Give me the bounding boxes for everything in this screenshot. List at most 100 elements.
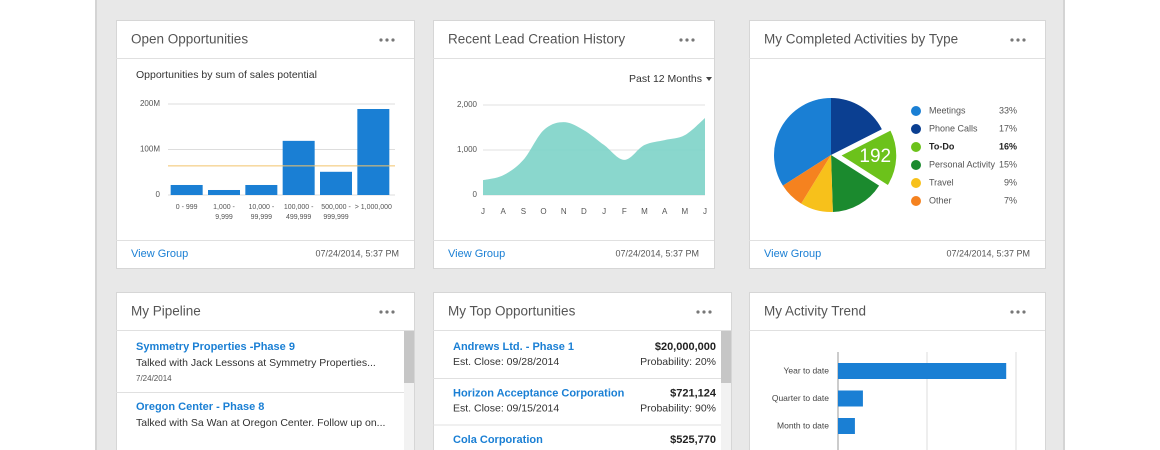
menu-dot[interactable] xyxy=(1010,310,1014,314)
est-close: Est. Close: 09/28/2014 xyxy=(453,356,559,368)
view-group-link[interactable]: View Group xyxy=(764,248,821,260)
bar xyxy=(282,140,315,195)
menu-dot[interactable] xyxy=(691,38,695,42)
legend-value: 33% xyxy=(999,105,1017,115)
legend-swatch xyxy=(911,106,921,116)
y-tick-label: 100M xyxy=(140,145,160,154)
opportunity-amount: $721,124 xyxy=(670,387,717,399)
y-tick-label: 200M xyxy=(140,99,160,108)
x-tick-label: A xyxy=(501,207,507,216)
scrollbar-track xyxy=(721,331,731,450)
chart-subtitle: Opportunities by sum of sales potential xyxy=(136,69,317,81)
menu-dot[interactable] xyxy=(696,310,700,314)
legend-swatch xyxy=(911,142,921,152)
x-tick-label: J xyxy=(602,207,606,216)
legend-label: Other xyxy=(929,195,952,205)
card-title: My Activity Trend xyxy=(764,304,866,319)
menu-dot[interactable] xyxy=(385,310,389,314)
view-group-link[interactable]: View Group xyxy=(448,248,505,260)
x-tick-label: N xyxy=(561,207,567,216)
legend-swatch xyxy=(911,124,921,134)
menu-dot[interactable] xyxy=(391,310,395,314)
probability: Probability: 90% xyxy=(640,402,716,414)
x-tick-label: 10,000 - 99,999 xyxy=(248,204,275,221)
dropdown-caret xyxy=(706,77,712,81)
x-tick-label: 0 - 999 xyxy=(175,204,198,211)
x-tick-label: 1,000 - 9,999 xyxy=(213,204,235,221)
menu-dot[interactable] xyxy=(1016,38,1020,42)
legend-label: To-Do xyxy=(929,141,955,151)
item-description: Talked with Sa Wan at Oregon Center. Fol… xyxy=(136,417,385,429)
legend-value: 17% xyxy=(999,123,1017,133)
menu-dot[interactable] xyxy=(379,38,383,42)
y-tick-label: Month to date xyxy=(777,420,829,430)
x-tick-label: J xyxy=(703,207,707,216)
menu-dot[interactable] xyxy=(702,310,706,314)
menu-dot[interactable] xyxy=(391,38,395,42)
legend-swatch xyxy=(911,196,921,206)
item-title[interactable]: Symmetry Properties -Phase 9 xyxy=(136,341,295,353)
menu-dot[interactable] xyxy=(379,310,383,314)
probability: Probability: 20% xyxy=(640,356,716,368)
pie-slice xyxy=(831,155,880,212)
pie-slice xyxy=(838,128,898,188)
legend-value: 15% xyxy=(999,159,1017,169)
legend-value: 9% xyxy=(1004,177,1017,187)
menu-dot[interactable] xyxy=(679,38,683,42)
y-tick-label: Year to date xyxy=(783,365,829,375)
bar xyxy=(357,109,390,195)
x-tick-label: F xyxy=(622,207,627,216)
y-tick-label: 0 xyxy=(473,190,478,199)
x-tick-label: M xyxy=(681,207,688,216)
menu-dot[interactable] xyxy=(1010,38,1014,42)
x-tick-label: > 1,000,000 xyxy=(354,204,392,211)
card xyxy=(116,292,415,450)
timestamp: 07/24/2014, 5:37 PM xyxy=(615,248,699,258)
bar xyxy=(208,189,240,195)
view-group-link[interactable]: View Group xyxy=(131,248,188,260)
x-tick-label: M xyxy=(641,207,648,216)
menu-dot[interactable] xyxy=(1022,310,1026,314)
panel-shadow-right xyxy=(1063,0,1065,450)
bar xyxy=(245,184,278,195)
menu-dot[interactable] xyxy=(685,38,689,42)
legend-label: Phone Calls xyxy=(929,123,978,133)
period-dropdown[interactable]: Past 12 Months xyxy=(629,73,702,85)
legend-label: Personal Activity xyxy=(929,159,996,169)
legend-swatch xyxy=(911,178,921,188)
item-title[interactable]: Oregon Center - Phase 8 xyxy=(136,401,264,413)
x-tick-label: 100,000 - 499,999 xyxy=(283,204,314,221)
scrollbar-track xyxy=(404,331,414,450)
opportunity-name[interactable]: Andrews Ltd. - Phase 1 xyxy=(453,341,574,353)
card-title: Open Opportunities xyxy=(131,32,248,47)
pie-slice xyxy=(782,155,831,204)
scrollbar-thumb[interactable] xyxy=(404,331,414,383)
bar xyxy=(838,390,863,407)
x-tick-label: A xyxy=(662,207,668,216)
slice-count: 192 xyxy=(859,146,891,167)
bar xyxy=(170,184,203,195)
x-tick-label: D xyxy=(581,207,587,216)
menu-dot[interactable] xyxy=(1016,310,1020,314)
menu-dot[interactable] xyxy=(708,310,712,314)
x-tick-label: S xyxy=(521,207,526,216)
y-tick-label: 1,000 xyxy=(457,145,478,154)
pie-slice xyxy=(774,98,831,186)
y-tick-label: Quarter to date xyxy=(772,393,829,403)
timestamp: 07/24/2014, 5:37 PM xyxy=(946,248,1030,258)
x-tick-label: O xyxy=(540,207,546,216)
panel-shadow-left xyxy=(95,0,97,450)
pie-slice xyxy=(831,98,882,155)
card-title: Recent Lead Creation History xyxy=(448,32,625,47)
card xyxy=(433,292,732,450)
menu-dot[interactable] xyxy=(385,38,389,42)
menu-dot[interactable] xyxy=(1022,38,1026,42)
opportunity-name[interactable]: Horizon Acceptance Corporation xyxy=(453,387,625,399)
est-close: Est. Close: 09/15/2014 xyxy=(453,402,559,414)
legend-swatch xyxy=(911,160,921,170)
opportunity-name[interactable]: Cola Corporation xyxy=(453,434,543,446)
item-description: Talked with Jack Lessons at Symmetry Pro… xyxy=(136,357,376,369)
scrollbar-thumb[interactable] xyxy=(721,331,731,383)
